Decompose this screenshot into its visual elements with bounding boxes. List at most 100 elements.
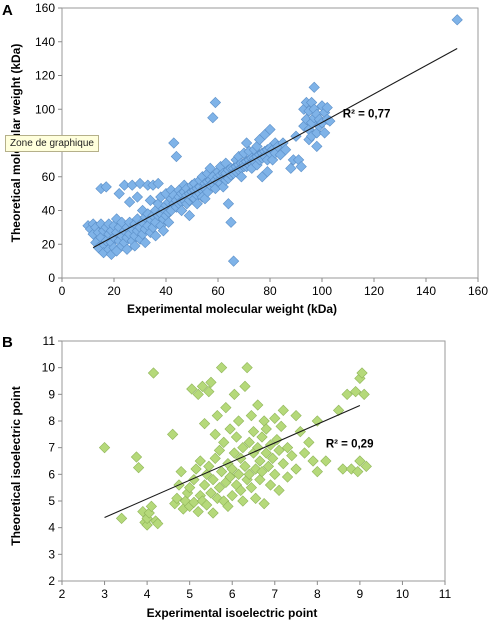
panel-b-data-point — [311, 466, 323, 478]
panel-b-x-tick-label: 5 — [186, 587, 193, 601]
panel-b-data-point — [356, 367, 368, 379]
panel-b-y-axis-title: Theoretical isoelectric point — [9, 386, 23, 545]
panel-b-data-point — [264, 479, 277, 491]
panel-b-data-point — [239, 460, 251, 472]
panel-b-data-point — [252, 399, 264, 411]
panel-a-data-point — [168, 137, 180, 149]
panel-b-data-point — [352, 466, 364, 478]
panel-b-data-point — [254, 474, 266, 486]
panel-b-data-point — [209, 428, 221, 440]
panel-b-data-point — [224, 423, 236, 435]
panel-b-data-point — [332, 404, 345, 416]
panel-a-data-point — [261, 166, 274, 178]
panel-b-data-point — [196, 380, 209, 392]
panel-b-data-point — [220, 402, 232, 414]
panel-b-data-point — [171, 492, 183, 504]
panel-a-y-tick-label: 140 — [35, 35, 55, 49]
panel-b-data-point — [192, 506, 204, 518]
panel-a-y-tick-label: 160 — [35, 1, 55, 15]
panel-a-data-point — [131, 191, 144, 203]
panel-a-data-point — [121, 243, 133, 255]
panel-a-x-tick-label: 0 — [59, 284, 66, 298]
panel-a-data-point — [118, 179, 131, 191]
panel-b-data-point — [252, 442, 264, 454]
panel-b-data-point — [307, 455, 319, 467]
panel-b-data-point — [290, 410, 302, 422]
panel-b-data-point — [271, 434, 283, 446]
panel-b-data-point — [303, 436, 315, 448]
panel-a-x-tick-label: 80 — [263, 284, 277, 298]
panel-a-y-tick-label: 0 — [48, 271, 55, 285]
chart-area-tooltip: Zone de graphique — [5, 135, 99, 152]
panel-b-data-point — [222, 500, 234, 512]
panel-a-data-point — [191, 198, 203, 210]
panel-b-data-point — [130, 451, 143, 463]
panel-b-data-point — [281, 471, 294, 483]
panel-b-data-point — [215, 466, 228, 478]
panel-a-data-point — [100, 181, 112, 193]
panel-b-y-tick-label: 7 — [48, 441, 55, 455]
panel-a-data-point — [183, 209, 196, 222]
panel-b-x-axis-title: Experimental isoelectric point — [147, 606, 318, 620]
panel-b-data-point — [211, 410, 223, 422]
panel-a-data-point — [451, 14, 463, 26]
panel-b-x-tick-label: 6 — [229, 587, 236, 601]
panel-b-data-point — [345, 463, 358, 475]
panel-a-data-point — [207, 112, 219, 124]
panel-b-data-point — [256, 466, 268, 478]
panel-b-data-point — [260, 447, 272, 459]
panel-b-x-tick-label: 3 — [101, 587, 108, 601]
panel-b-data-point — [205, 487, 217, 499]
panel-b-y-tick-label: 2 — [48, 574, 55, 588]
panel-b-data-point — [175, 466, 187, 478]
panel-a-r-squared: R² = 0,77 — [343, 109, 391, 121]
panel-a-data-point — [175, 204, 188, 217]
panel-b-data-point — [226, 463, 238, 475]
panel-b-y-tick-label: 9 — [48, 387, 55, 401]
panel-b-data-point — [241, 362, 253, 374]
panel-a-x-tick-label: 100 — [312, 284, 332, 298]
panel-b-scatter-chart: 2 3 4 5 6 7 8 9 10 11 2 3 4 5 6 7 8 9 10 11 R² = 0,29 Exper… — [9, 334, 452, 620]
panel-b-data-point — [250, 463, 262, 475]
panel-b-data-point — [237, 442, 249, 454]
panel-a-data-point — [204, 162, 216, 174]
panel-a-x-tick-label: 120 — [364, 284, 384, 298]
panel-b-data-point — [147, 367, 160, 379]
panel-b-letter: B — [2, 334, 13, 351]
panel-b-data-point — [262, 460, 275, 472]
panel-a-data-point — [139, 236, 151, 249]
panel-a-data-point — [157, 225, 170, 237]
panel-b-data-point — [235, 484, 247, 496]
panel-b-data-point — [245, 482, 257, 494]
panel-b-ticks: 2 3 4 5 6 7 8 9 10 11 2 3 4 5 6 7 8 9 10 11 — [42, 334, 452, 601]
panel-b-y-tick-label: 11 — [43, 334, 56, 348]
panel-b-data-point — [205, 376, 217, 388]
panel-b-plot-area — [61, 340, 446, 582]
panel-b-data-point — [203, 386, 215, 398]
panel-a-scatter-chart: 0204060801001201401600204060801001201401… — [9, 1, 488, 316]
panel-b-data-point — [337, 463, 349, 475]
panel-a-data-point — [227, 255, 240, 267]
panel-b-x-tick-label: 2 — [59, 587, 66, 601]
panel-b-data-point — [145, 500, 157, 512]
panel-a-data-point — [321, 101, 333, 114]
panel-b-data-point — [281, 442, 294, 454]
panel-b-data-point — [254, 455, 266, 467]
panel-b-data-point — [192, 388, 204, 400]
panel-b-y-tick-label: 3 — [48, 547, 55, 561]
panel-b-data-point — [273, 484, 285, 496]
panel-b-data-point — [360, 460, 372, 472]
panel-a-x-tick-label: 160 — [468, 284, 488, 298]
panel-a-data-point — [144, 194, 157, 206]
panel-a-data-point — [311, 127, 323, 139]
panel-a-data-point — [209, 96, 222, 109]
panel-a-data-point — [222, 198, 235, 210]
panel-b-y-tick-label: 10 — [42, 361, 56, 375]
panel-b-data-point — [143, 507, 155, 519]
panel-b-data-point — [243, 436, 255, 448]
panel-a-y-tick-label: 60 — [42, 170, 56, 184]
panel-b-y-tick-label: 6 — [48, 467, 55, 481]
panel-a-data-point — [324, 115, 336, 127]
panel-b-y-tick-label: 4 — [48, 521, 55, 535]
panel-a-data-point — [225, 216, 237, 228]
